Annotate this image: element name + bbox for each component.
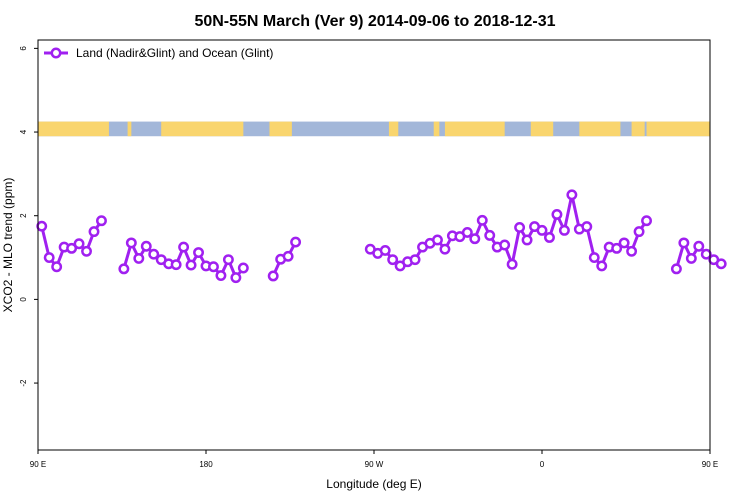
x-axis-label: Longitude (deg E) — [326, 477, 421, 491]
land-strip-segment — [579, 121, 621, 137]
data-point — [685, 252, 697, 264]
data-point — [88, 226, 100, 238]
data-point — [379, 244, 391, 256]
data-point — [514, 221, 526, 233]
y-axis: -2 0 2 4 6 — [19, 46, 38, 387]
x-tick-label: 0 — [540, 460, 545, 469]
data-point — [432, 234, 443, 246]
data-point — [185, 259, 197, 271]
legend-entry-label: Land (Nadir&Glint) and Ocean (Glint) — [76, 46, 273, 60]
y-tick-label: 0 — [19, 297, 28, 302]
data-point — [43, 252, 55, 264]
land-strip-segment — [127, 121, 132, 137]
data-point — [461, 226, 473, 238]
data-point — [290, 236, 302, 248]
data-point — [133, 252, 145, 264]
land-strip-segment — [38, 121, 109, 137]
y-tick-label: 2 — [19, 213, 28, 218]
data-point — [678, 237, 690, 249]
data-point — [193, 247, 204, 258]
land-strip-segment — [444, 121, 505, 137]
data-point — [581, 221, 593, 233]
y-tick-label: 6 — [19, 46, 28, 51]
data-point — [81, 245, 92, 257]
x-tick-label: 90 E — [702, 460, 718, 469]
data-point — [118, 263, 130, 275]
data-point — [618, 237, 630, 249]
data-point — [73, 238, 85, 250]
data-point — [506, 258, 518, 270]
x-axis: 90 E 180 90 W 0 90 E — [30, 450, 718, 469]
data-point — [588, 252, 600, 264]
data-point — [267, 270, 279, 282]
data-point — [282, 250, 294, 262]
data-point — [230, 272, 242, 284]
data-point — [439, 243, 451, 255]
data-point — [499, 239, 511, 251]
land-strip-segment — [388, 121, 399, 137]
series-line — [369, 193, 648, 268]
data-point — [178, 241, 190, 253]
legend: Land (Nadir&Glint) and Ocean (Glint) — [44, 46, 273, 60]
land-strip-segment — [646, 121, 710, 137]
data-point — [140, 240, 152, 252]
data-point — [484, 229, 496, 241]
data-point — [409, 254, 421, 266]
land-strip-segment — [433, 121, 440, 137]
data-point — [633, 226, 645, 238]
data-point — [215, 270, 227, 281]
data-point — [237, 262, 249, 274]
data-point — [715, 258, 727, 270]
data-point — [611, 242, 623, 254]
data-point — [36, 220, 48, 232]
data-point — [96, 215, 107, 227]
x-tick-label: 180 — [199, 460, 213, 469]
data-point — [536, 224, 548, 236]
land-strip-segment — [161, 121, 244, 137]
x-tick-label: 90 E — [30, 460, 46, 469]
data-point — [626, 245, 638, 257]
data-point — [521, 234, 533, 246]
y-tick-label: 4 — [19, 129, 28, 134]
data-point — [208, 261, 219, 273]
data-point — [387, 254, 399, 266]
data-point — [170, 259, 182, 271]
data-point — [596, 260, 608, 272]
data-point — [148, 248, 160, 260]
land-strip-segment — [631, 121, 645, 137]
data-point — [566, 189, 578, 201]
data-point — [222, 254, 234, 266]
data-point — [125, 237, 137, 249]
x-tick-label: 90 W — [365, 460, 384, 469]
y-tick-label: -2 — [19, 379, 28, 387]
data-point — [641, 215, 652, 227]
chart-title: 50N-55N March (Ver 9) 2014-09-06 to 2018… — [194, 13, 555, 30]
data-point — [670, 263, 682, 275]
data-point — [551, 209, 563, 220]
data-point — [51, 261, 63, 273]
y-axis-label: XCO2 - MLO trend (ppm) — [1, 178, 15, 313]
data-point — [693, 240, 705, 252]
legend-marker-swatch — [50, 47, 62, 59]
data-point — [558, 224, 570, 236]
data-point — [469, 233, 481, 245]
land-strip-segment — [530, 121, 554, 137]
data-point — [544, 232, 555, 243]
land-strip-segment — [269, 121, 292, 137]
data-point — [66, 242, 78, 254]
data-point — [476, 214, 488, 226]
plot-area — [36, 121, 727, 284]
